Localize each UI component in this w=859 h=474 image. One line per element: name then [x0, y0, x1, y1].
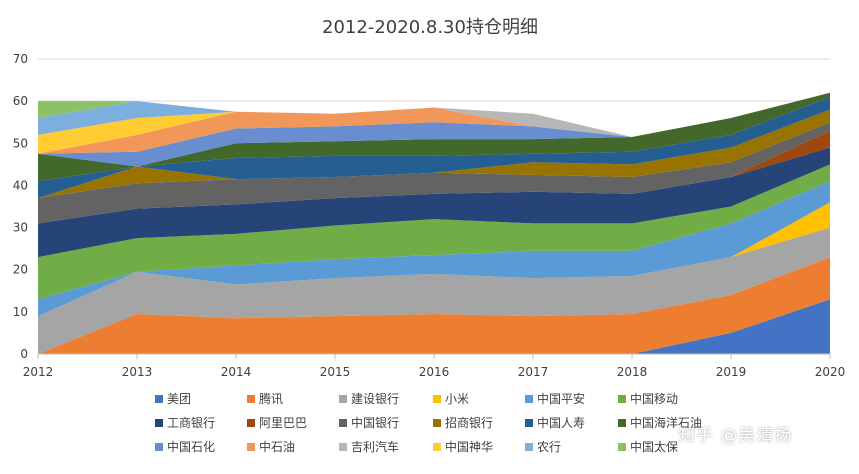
area-series-8 [38, 122, 830, 224]
area-series-6 [38, 147, 830, 258]
y-tick-label: 40 [13, 178, 28, 192]
area-series-0 [38, 299, 830, 354]
chart-title: 2012-2020.8.30持仓明细 [322, 17, 538, 38]
legend-label: 阿里巴巴 [259, 416, 307, 430]
legend-label: 中石油 [259, 439, 295, 454]
legend-label: 中国银行 [351, 415, 399, 430]
x-tick-label: 2017 [518, 365, 549, 379]
legend-label: 建设银行 [351, 392, 399, 406]
legend-item: 吉利汽车 [339, 439, 399, 454]
legend-label: 吉利汽车 [351, 439, 399, 454]
legend-swatch [525, 419, 533, 427]
legend-item: 中国海洋石油 [618, 415, 702, 430]
legend-swatch [618, 443, 626, 451]
legend-swatch [433, 395, 441, 403]
x-tick-label: 2016 [419, 365, 450, 379]
legend-swatch [339, 395, 347, 403]
x-tick-label: 2018 [617, 365, 648, 379]
watermark: 知乎 @吴清扬 [678, 426, 793, 446]
y-tick-label: 0 [20, 347, 28, 361]
legend-swatch [618, 419, 626, 427]
legend-item: 小米 [433, 392, 469, 406]
stacked-areas [38, 92, 830, 354]
legend-label: 中国海洋石油 [630, 415, 702, 430]
legend-label: 美团 [167, 392, 191, 406]
y-tick-label: 20 [13, 263, 28, 277]
x-tick-label: 2015 [320, 365, 351, 379]
legend-item: 农行 [525, 440, 561, 454]
y-tick-label: 30 [13, 221, 28, 235]
legend-swatch [433, 443, 441, 451]
legend-item: 中国神华 [433, 439, 493, 454]
legend-swatch [618, 395, 626, 403]
area-series-13 [38, 92, 830, 154]
legend-label: 中国人寿 [537, 415, 585, 430]
legend-label: 中国神华 [445, 439, 493, 454]
legend-item: 中国平安 [525, 391, 585, 406]
legend-swatch [339, 419, 347, 427]
legend-item: 腾讯 [247, 391, 283, 406]
legend-label: 招商银行 [445, 415, 493, 430]
area-series-9 [38, 109, 830, 199]
legend-swatch [247, 443, 255, 451]
legend-label: 腾讯 [259, 391, 283, 406]
legend-swatch [339, 443, 347, 451]
y-tick-label: 50 [13, 136, 28, 150]
area-series-5 [38, 164, 830, 300]
legend-item: 中国人寿 [525, 415, 585, 430]
legend-item: 中国石化 [155, 439, 215, 454]
legend-swatch [433, 419, 441, 427]
legend-label: 中国石化 [167, 439, 215, 454]
legend-label: 工商银行 [167, 415, 215, 430]
x-tick-label: 2019 [716, 365, 747, 379]
legend-swatch [155, 395, 163, 403]
axes: 0 10 20 30 40 50 60 70 2012 2013 2014 2015 2016 2017 2… [13, 52, 846, 379]
area-series-11 [38, 92, 830, 182]
legend-item: 阿里巴巴 [247, 416, 307, 430]
legend-item: 工商银行 [155, 415, 215, 430]
legend-item: 中国移动 [618, 391, 678, 406]
legend-swatch [155, 443, 163, 451]
legend-item: 中石油 [247, 439, 295, 454]
legend-item: 中国银行 [339, 415, 399, 430]
legend-label: 中国移动 [630, 391, 678, 406]
legend-label: 小米 [445, 392, 469, 406]
y-tick-label: 60 [13, 94, 28, 108]
legend-label: 农行 [537, 440, 561, 454]
x-tick-label: 2014 [221, 365, 252, 379]
x-tick-label: 2020 [815, 365, 846, 379]
y-tick-label: 70 [13, 52, 28, 66]
legend-item: 建设银行 [339, 392, 399, 406]
legend-swatch [525, 395, 533, 403]
legend-label: 中国太保 [630, 439, 678, 454]
area-series-1 [38, 257, 830, 354]
y-tick-label: 10 [13, 305, 28, 319]
legend-swatch [247, 395, 255, 403]
legend-swatch [247, 419, 255, 427]
area-series-12 [38, 92, 830, 167]
legend-label: 中国平安 [537, 391, 585, 406]
legend-swatch [155, 419, 163, 427]
legend-item: 美团 [155, 392, 191, 406]
legend-item: 招商银行 [433, 415, 493, 430]
area-series-10 [38, 96, 830, 199]
x-tick-label: 2012 [23, 365, 54, 379]
legend-swatch [525, 443, 533, 451]
legend-item: 中国太保 [618, 439, 678, 454]
x-tick-label: 2013 [122, 365, 153, 379]
area-series-2 [38, 227, 830, 354]
area-series-4 [38, 181, 830, 317]
